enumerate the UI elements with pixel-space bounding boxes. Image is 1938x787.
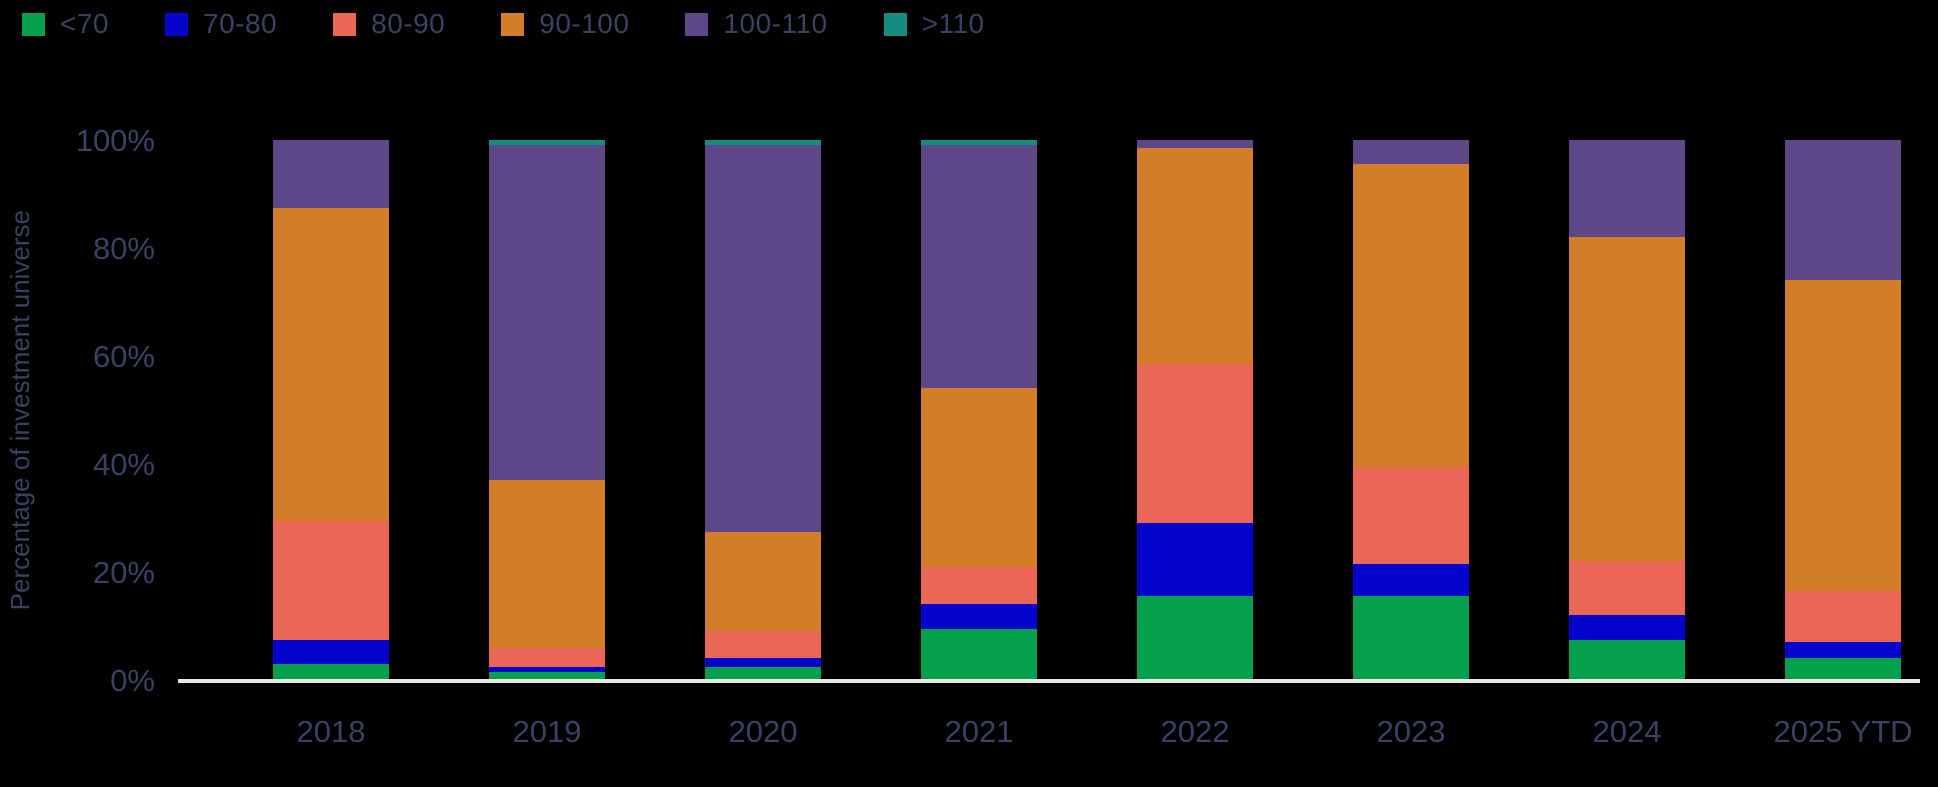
bar-segment-100-110 (1569, 140, 1685, 238)
y-axis-tick-label: 0% (110, 663, 155, 698)
bar-2025-ytd (1785, 140, 1901, 680)
legend-label: 80-90 (371, 8, 446, 39)
legend-swatch-icon (333, 12, 357, 36)
bar-segment-90-100 (1569, 237, 1685, 562)
bar-segment-70-80 (1569, 615, 1685, 640)
bar-segment-90-100 (921, 388, 1037, 567)
y-axis-tick-label: 40% (92, 447, 155, 482)
bar-segment-80-90 (921, 566, 1037, 605)
bar-segment-80-90 (1353, 466, 1469, 564)
bar-segment-70-80 (1137, 523, 1253, 597)
bar-segment-90-100 (705, 531, 821, 632)
bar-segment-80-90 (273, 520, 389, 640)
y-axis-title-text: Percentage of investment universe (4, 209, 35, 611)
legend-swatch-icon (22, 12, 45, 36)
legend-label: 90-100 (539, 8, 630, 39)
bar-segment-gt110 (705, 140, 821, 146)
y-axis-tick-label: 20% (92, 555, 155, 590)
legend-item: 80-90 (333, 8, 445, 40)
bar-segment-90-100 (489, 480, 605, 648)
bar-segment-lt70 (1353, 596, 1469, 680)
legend-item: 90-100 (501, 8, 629, 40)
legend-item: 100-110 (685, 8, 827, 40)
legend: <70 70-80 80-90 90-100 100-110 >110 (22, 8, 985, 40)
x-axis-line (178, 679, 1920, 683)
bar-segment-100-110 (1353, 140, 1469, 165)
bar-segment-gt110 (921, 140, 1037, 146)
bar-segment-70-80 (273, 639, 389, 664)
x-axis-label-2022: 2022 (1160, 714, 1230, 749)
bar-segment-lt70 (705, 666, 821, 680)
y-axis-tick-label: 80% (92, 231, 155, 266)
legend-label: >110 (921, 8, 985, 39)
y-axis-title: Percentage of investment universe (2, 140, 38, 680)
bar-segment-90-100 (273, 207, 389, 521)
legend-swatch-icon (501, 12, 525, 36)
bar-2020 (705, 140, 821, 680)
legend-swatch-icon (165, 12, 188, 36)
bar-segment-lt70 (489, 671, 605, 680)
bar-segment-gt110 (489, 140, 605, 146)
bar-segment-lt70 (273, 663, 389, 680)
bar-segment-90-100 (1137, 148, 1253, 365)
bar-segment-lt70 (1569, 639, 1685, 680)
bar-segment-100-110 (273, 140, 389, 208)
bar-segment-lt70 (1785, 658, 1901, 680)
bar-segment-80-90 (705, 631, 821, 659)
x-axis-label-2025-ytd: 2025 YTD (1773, 714, 1913, 749)
plot-area (180, 140, 1920, 680)
bar-segment-100-110 (1785, 140, 1901, 281)
bar-2024 (1569, 140, 1685, 680)
bar-2019 (489, 140, 605, 680)
bar-segment-70-80 (705, 658, 821, 667)
bar-segment-70-80 (1353, 563, 1469, 597)
legend-swatch-icon (883, 12, 907, 36)
legend-item: <70 (22, 8, 109, 40)
bar-segment-70-80 (1785, 642, 1901, 659)
bar-segment-100-110 (921, 145, 1037, 389)
bar-segment-80-90 (1569, 561, 1685, 616)
bar-segment-90-100 (1353, 164, 1469, 467)
bar-segment-100-110 (1137, 140, 1253, 149)
legend-swatch-icon (685, 12, 709, 36)
y-axis-tick-label: 100% (75, 123, 155, 158)
bar-segment-70-80 (489, 666, 605, 672)
bar-segment-100-110 (705, 145, 821, 532)
bar-segment-lt70 (921, 628, 1037, 680)
x-axis-label-2021: 2021 (944, 714, 1014, 749)
bar-2018 (273, 140, 389, 680)
bar-segment-80-90 (1785, 590, 1901, 643)
bar-segment-80-90 (489, 647, 605, 667)
x-axis-label-2019: 2019 (512, 714, 582, 749)
legend-item: 70-80 (165, 8, 277, 40)
legend-label: <70 (60, 8, 109, 39)
y-axis-tick-label: 60% (92, 339, 155, 374)
bar-segment-80-90 (1137, 364, 1253, 524)
legend-item: >110 (883, 8, 985, 40)
x-axis-label-2020: 2020 (728, 714, 798, 749)
legend-label: 100-110 (723, 8, 828, 39)
legend-label: 70-80 (203, 8, 278, 39)
x-axis-label-2018: 2018 (296, 714, 366, 749)
bar-segment-100-110 (489, 145, 605, 481)
bar-segment-90-100 (1785, 280, 1901, 591)
x-axis-label-2023: 2023 (1376, 714, 1446, 749)
bar-2022 (1137, 140, 1253, 680)
bar-2021 (921, 140, 1037, 680)
bar-segment-70-80 (921, 604, 1037, 629)
bar-segment-lt70 (1137, 596, 1253, 680)
x-axis-label-2024: 2024 (1592, 714, 1662, 749)
bar-2023 (1353, 140, 1469, 680)
